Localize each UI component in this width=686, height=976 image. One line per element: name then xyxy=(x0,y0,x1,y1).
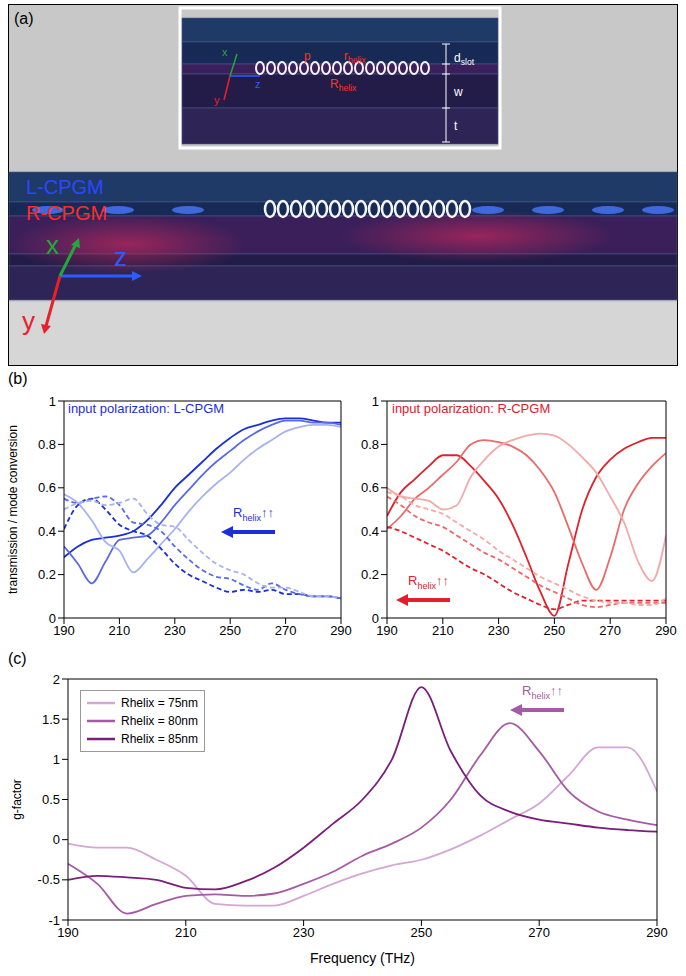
svg-text:1.5: 1.5 xyxy=(42,712,60,727)
svg-text:1: 1 xyxy=(372,394,379,409)
svg-text:270: 270 xyxy=(528,925,550,940)
svg-text:t: t xyxy=(454,119,458,133)
svg-text:290: 290 xyxy=(655,623,677,638)
html-text:(b): (b) xyxy=(8,370,28,387)
svg-text:0.4: 0.4 xyxy=(38,524,56,539)
svg-text:190: 190 xyxy=(57,925,79,940)
svg-text:230: 230 xyxy=(164,623,186,638)
svg-text:0: 0 xyxy=(372,611,379,626)
svg-text:190: 190 xyxy=(53,623,75,638)
svg-text:0.4: 0.4 xyxy=(361,524,379,539)
html-text:(c): (c) xyxy=(8,650,27,667)
svg-text:0.8: 0.8 xyxy=(361,437,379,452)
svg-text:0.6: 0.6 xyxy=(361,480,379,495)
svg-text:0.8: 0.8 xyxy=(38,437,56,452)
svg-text:230: 230 xyxy=(488,623,510,638)
svg-text:2: 2 xyxy=(53,672,60,687)
html-text:Rhelix↑↑: Rhelix↑↑ xyxy=(522,683,564,701)
svg-text:230: 230 xyxy=(293,925,315,940)
svg-text:p: p xyxy=(304,49,311,63)
html-text:input polarization: L-CPGM: input polarization: L-CPGM xyxy=(68,401,225,416)
svg-text:210: 210 xyxy=(175,925,197,940)
svg-text:w: w xyxy=(453,85,463,99)
svg-text:rhelix: rhelix xyxy=(344,49,366,65)
html-text:input polarization: R-CPGM: input polarization: R-CPGM xyxy=(392,401,551,416)
svg-text:L-CPGM: L-CPGM xyxy=(26,176,104,198)
svg-text:290: 290 xyxy=(646,925,668,940)
svg-text:250: 250 xyxy=(411,925,433,940)
svg-text:x: x xyxy=(222,46,228,58)
html-text:Rhelix↑↑: Rhelix↑↑ xyxy=(233,505,275,523)
svg-text:250: 250 xyxy=(544,623,566,638)
svg-text:transmission / mode conversion: transmission / mode conversion xyxy=(6,425,20,594)
svg-text:290: 290 xyxy=(330,623,352,638)
svg-text:y: y xyxy=(22,306,35,336)
svg-text:x: x xyxy=(46,230,59,260)
svg-text:Frequency (THz): Frequency (THz) xyxy=(310,950,415,966)
svg-text:z: z xyxy=(114,242,127,272)
svg-text:0.2: 0.2 xyxy=(361,567,379,582)
svg-text:z: z xyxy=(255,78,261,90)
svg-text:Rhelix: Rhelix xyxy=(330,77,357,93)
html-text:Rhelix↑↑: Rhelix↑↑ xyxy=(408,573,450,591)
svg-text:(a): (a) xyxy=(14,10,34,27)
svg-text:y: y xyxy=(214,94,220,106)
svg-text:210: 210 xyxy=(109,623,131,638)
svg-text:1: 1 xyxy=(49,394,56,409)
svg-text:0.5: 0.5 xyxy=(42,792,60,807)
svg-text:-0.5: -0.5 xyxy=(38,872,60,887)
svg-text:190: 190 xyxy=(376,623,398,638)
svg-text:270: 270 xyxy=(599,623,621,638)
svg-text:1: 1 xyxy=(53,752,60,767)
svg-text:0.6: 0.6 xyxy=(38,480,56,495)
svg-text:270: 270 xyxy=(275,623,297,638)
html-text:Rhelix = 85nm: Rhelix = 85nm xyxy=(121,732,198,746)
svg-text:210: 210 xyxy=(432,623,454,638)
svg-text:g-factor: g-factor xyxy=(10,779,24,820)
svg-text:dslot: dslot xyxy=(454,51,475,67)
svg-text:0: 0 xyxy=(53,832,60,847)
html-text:Rhelix = 80nm: Rhelix = 80nm xyxy=(121,714,198,728)
html-text:Rhelix = 75nm: Rhelix = 75nm xyxy=(121,696,198,710)
svg-text:0: 0 xyxy=(49,611,56,626)
svg-text:-1: -1 xyxy=(48,913,60,928)
svg-text:0.2: 0.2 xyxy=(38,567,56,582)
svg-text:R-CPGM: R-CPGM xyxy=(26,202,107,224)
svg-text:250: 250 xyxy=(219,623,241,638)
